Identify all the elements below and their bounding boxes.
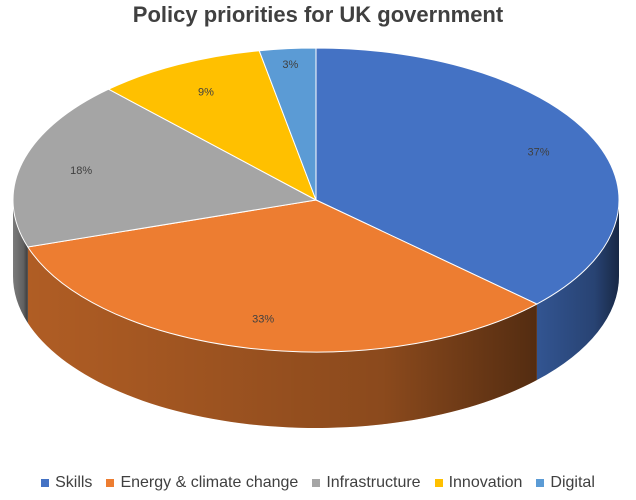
legend-item-infrastructure: Infrastructure [312,474,421,492]
legend-swatch [312,479,321,487]
pie-side-shading-skills [536,200,619,381]
pie-slice-infrastructure [12,88,318,248]
data-label-innovation: 9% [198,87,214,99]
pie-side-shading-infrastructure [13,200,28,323]
pie-sides [13,200,619,428]
pie-slice-innovation [107,50,317,202]
legend: Skills Energy & climate change Infrastruct… [0,474,636,492]
pie-slices [12,47,620,353]
pie-chart: 37% 33% 18% 9% 3% [12,47,620,428]
legend-label: Innovation [448,474,523,491]
data-labels: 37% 33% 18% 9% 3% [70,59,550,326]
data-label-digital: 3% [282,59,298,71]
legend-label: Energy & climate change [120,474,299,491]
legend-swatch [106,479,115,487]
legend-item-innovation: Innovation [434,474,523,492]
pie-slice-energy-climate-change [26,199,538,353]
legend-label: Skills [55,474,93,491]
legend-swatch [434,479,443,487]
data-label-skills: 37% [527,147,549,159]
legend-item-digital: Digital [536,474,595,492]
legend-label: Digital [550,474,595,491]
data-label-infrastructure: 18% [70,165,92,177]
pie-side-shading-energy-climate-change [27,246,537,428]
chart-title: Policy priorities for UK government [132,2,504,27]
legend-label: Infrastructure [326,474,421,491]
legend-item-energy-climate-change: Energy & climate change [106,474,298,492]
data-label-energy-climate-change: 33% [252,314,274,326]
pie-slice-skills [315,47,620,305]
legend-item-skills: Skills [41,474,92,492]
legend-swatch [536,479,545,487]
legend-swatch [41,479,50,487]
pie-slice-digital [258,47,317,201]
